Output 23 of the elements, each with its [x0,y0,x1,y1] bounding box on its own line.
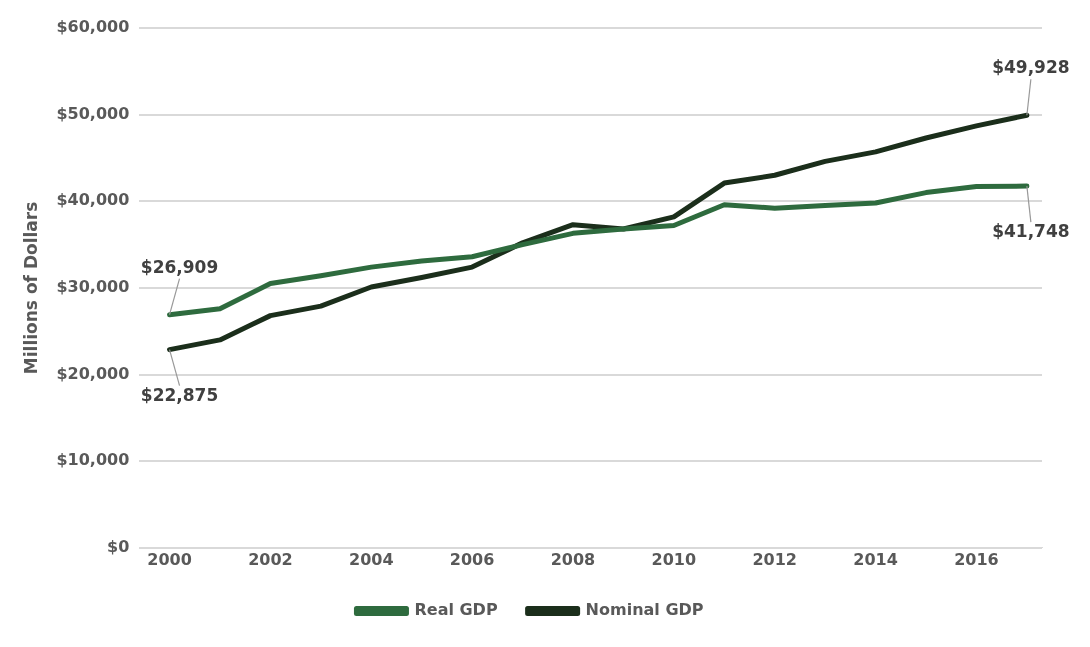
y-tick-label: $10,000 [56,450,130,470]
y-tick-label: $30,000 [56,277,130,297]
legend-label: Nominal GDP [585,600,704,620]
y-tick-label: $0 [107,536,130,556]
x-tick-label: 2006 [449,549,495,569]
x-tick-label: 2002 [248,549,293,569]
x-tick-label: 2004 [348,549,394,569]
x-tick-label: 2016 [954,549,999,569]
data-label: $22,875 [140,384,219,405]
x-tick-label: 2014 [853,549,898,569]
data-label: $26,909 [140,256,219,277]
y-tick-label: $40,000 [56,190,130,210]
x-tick-label: 2012 [752,549,797,569]
data-label: $41,748 [992,221,1070,242]
y-tick-label: $20,000 [56,363,130,383]
legend-label: Real GDP [414,600,498,620]
y-axis-title: Millions of Dollars [20,201,41,375]
x-tick-label: 2008 [550,549,596,569]
x-tick-label: 2000 [147,549,192,569]
data-label: $49,928 [992,57,1070,78]
y-tick-label: $60,000 [56,17,130,37]
y-tick-label: $50,000 [56,103,130,123]
x-tick-label: 2010 [651,549,697,569]
